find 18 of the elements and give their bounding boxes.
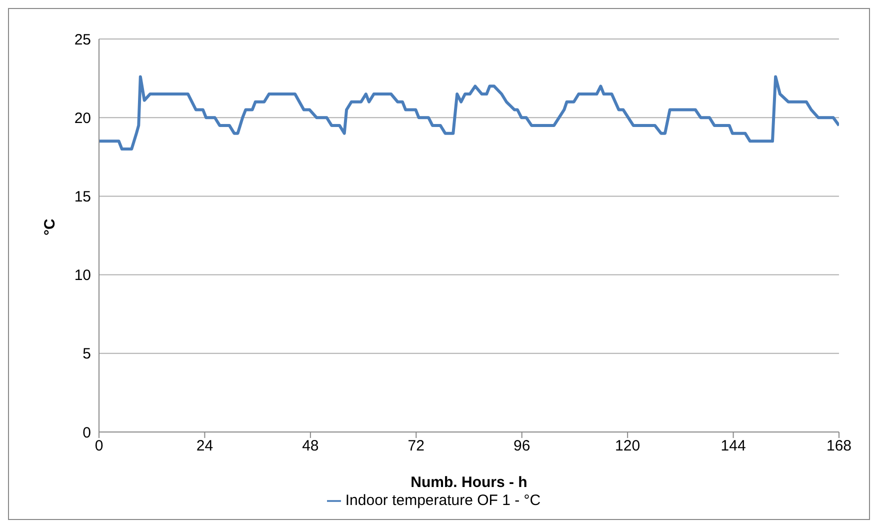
x-tick-label: 72	[408, 438, 424, 455]
legend-label: Indoor temperature OF 1 - °C	[345, 492, 541, 509]
x-axis-title: Numb. Hours - h	[410, 474, 528, 491]
y-tick-label: 20	[74, 110, 91, 127]
y-tick-label: 0	[82, 424, 91, 442]
y-tick-label: 10	[74, 267, 91, 284]
x-tick-label: 0	[94, 438, 104, 455]
y-tick-label: 5	[82, 346, 91, 363]
x-tick-label: 48	[302, 438, 319, 455]
x-tick-label: 120	[615, 438, 640, 455]
y-tick-label: 15	[74, 188, 91, 206]
y-axis-title: °C	[41, 218, 58, 236]
line-series	[99, 75, 839, 151]
x-tick-label: 144	[720, 438, 746, 455]
x-tick-label: 96	[514, 438, 530, 455]
x-tick-label: 24	[196, 438, 214, 455]
y-tick-label: 25	[74, 31, 91, 48]
x-tick-label: 168	[826, 438, 852, 455]
